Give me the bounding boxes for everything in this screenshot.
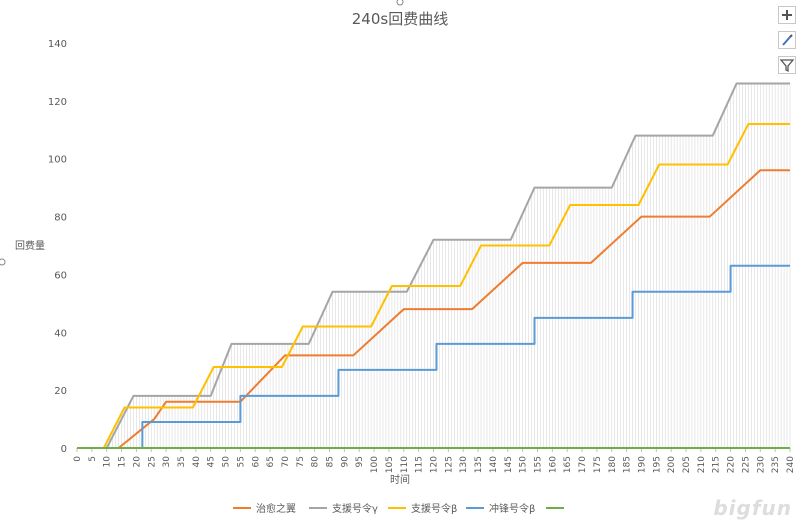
x-tick-label: 125 bbox=[444, 456, 454, 473]
x-tick-label: 120 bbox=[430, 456, 440, 473]
x-tick-label: 170 bbox=[578, 456, 588, 473]
x-tick-label: 80 bbox=[311, 456, 321, 468]
x-tick-label: 35 bbox=[177, 456, 187, 467]
legend-label-0: 治愈之翼 bbox=[256, 502, 296, 515]
x-tick-label: 150 bbox=[519, 456, 529, 473]
x-tick-label: 0 bbox=[73, 456, 83, 462]
filter-icon bbox=[779, 59, 795, 73]
plus-icon bbox=[782, 10, 792, 20]
x-tick-label: 220 bbox=[727, 456, 737, 473]
x-tick-label: 15 bbox=[118, 456, 128, 467]
y-axis-label: 回费量 bbox=[15, 239, 45, 252]
x-tick-label: 230 bbox=[756, 456, 766, 473]
series-line-2 bbox=[102, 123, 790, 449]
x-tick-label: 60 bbox=[251, 456, 261, 468]
series-line-1 bbox=[105, 82, 790, 449]
x-tick-label: 200 bbox=[667, 456, 677, 473]
x-tick-label: 185 bbox=[623, 456, 633, 473]
x-tick-label: 235 bbox=[771, 456, 781, 473]
drop-lines bbox=[106, 83, 791, 448]
x-tick-label: 240 bbox=[786, 456, 796, 473]
x-tick-label: 205 bbox=[682, 456, 692, 473]
x-tick-label: 25 bbox=[147, 456, 157, 467]
x-tick-label: 70 bbox=[281, 456, 291, 468]
add-button[interactable] bbox=[778, 6, 796, 24]
x-tick-label: 65 bbox=[266, 456, 276, 467]
brush-icon bbox=[782, 34, 793, 46]
chart-filter-button[interactable] bbox=[778, 56, 796, 74]
x-tick-label: 100 bbox=[370, 456, 380, 473]
legend-label-2: 支援号令β bbox=[411, 502, 457, 515]
y-tick-label: 40 bbox=[54, 328, 67, 339]
x-tick-label: 140 bbox=[489, 456, 499, 473]
x-tick-label: 110 bbox=[400, 456, 410, 473]
x-tick-label: 145 bbox=[504, 456, 514, 473]
x-tick-label: 105 bbox=[385, 456, 395, 473]
x-tick-label: 85 bbox=[326, 456, 336, 467]
legend-label-1: 支援号令γ bbox=[332, 502, 378, 515]
y-tick-label: 0 bbox=[61, 444, 67, 455]
x-tick-label: 115 bbox=[415, 456, 425, 473]
x-tick-label: 210 bbox=[697, 456, 707, 473]
x-tick-label: 165 bbox=[563, 456, 573, 473]
y-tick-label: 100 bbox=[48, 155, 67, 166]
x-tick-label: 90 bbox=[340, 456, 350, 468]
x-tick-label: 30 bbox=[162, 456, 172, 468]
x-tick-label: 135 bbox=[474, 456, 484, 473]
x-axis-label: 时间 bbox=[390, 473, 410, 486]
x-tick-label: 195 bbox=[652, 456, 662, 473]
chart-title: 240s回费曲线 bbox=[352, 10, 448, 28]
y-tick-label: 20 bbox=[54, 386, 67, 397]
x-tick-label: 225 bbox=[741, 456, 751, 473]
series-line-3 bbox=[141, 264, 790, 448]
y-tick-label: 120 bbox=[48, 97, 67, 108]
x-tick-label: 190 bbox=[637, 456, 647, 473]
x-tick-label: 5 bbox=[88, 456, 98, 462]
bigfun-watermark: bigfun bbox=[713, 496, 792, 520]
x-tick-label: 95 bbox=[355, 456, 365, 467]
x-tick-label: 45 bbox=[207, 456, 217, 467]
x-tick-label: 160 bbox=[548, 456, 558, 473]
resize-handle-left bbox=[0, 258, 6, 266]
x-tick-label: 40 bbox=[192, 456, 202, 468]
x-tick-label: 155 bbox=[533, 456, 543, 473]
x-tick-label: 55 bbox=[236, 456, 246, 467]
x-tick-label: 180 bbox=[608, 456, 618, 473]
x-tick-label: 75 bbox=[296, 456, 306, 467]
series-line-0 bbox=[117, 169, 790, 449]
y-tick-label: 140 bbox=[48, 39, 67, 50]
resize-handle-top bbox=[396, 0, 404, 6]
chart-style-button[interactable] bbox=[778, 31, 796, 49]
x-tick-label: 175 bbox=[593, 456, 603, 473]
x-tick-label: 50 bbox=[222, 456, 232, 468]
legend-label-3: 冲锋号令β bbox=[489, 502, 535, 515]
x-tick-label: 20 bbox=[132, 456, 142, 468]
x-tick-label: 10 bbox=[103, 456, 113, 468]
y-tick-label: 60 bbox=[54, 270, 67, 281]
y-tick-label: 80 bbox=[54, 213, 67, 224]
x-tick-label: 215 bbox=[712, 456, 722, 473]
x-tick-label: 130 bbox=[459, 456, 469, 473]
